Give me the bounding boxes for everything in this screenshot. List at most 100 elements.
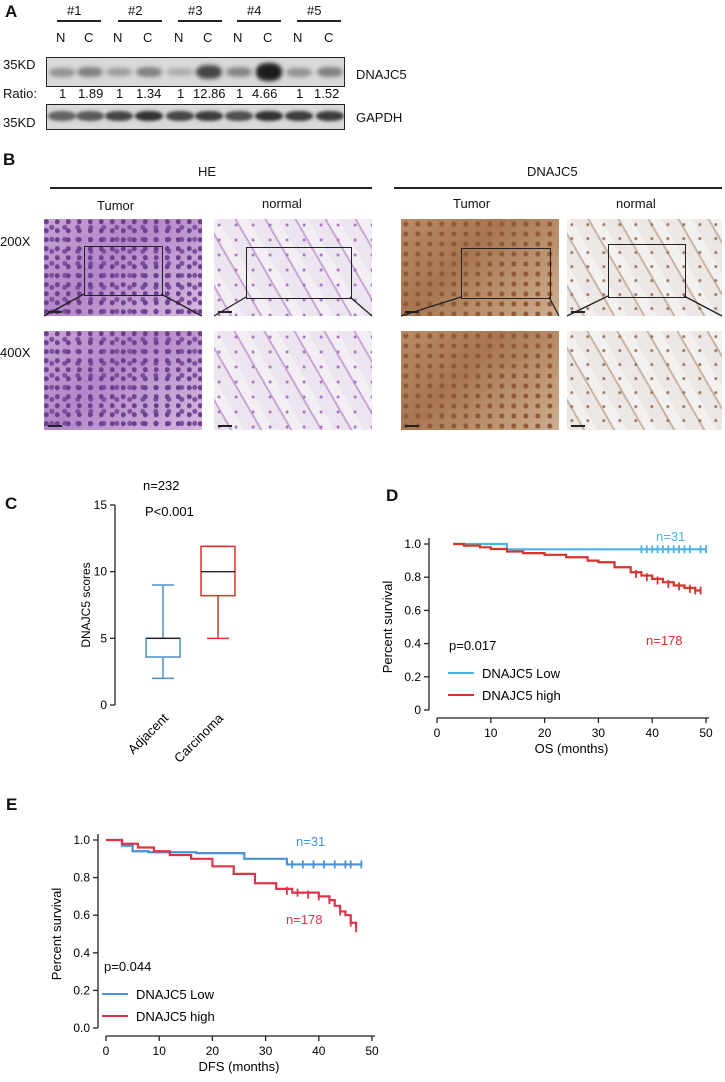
sample-label: #5 [307, 3, 322, 18]
ratio-value: 12.86 [193, 86, 226, 101]
sample-underline [237, 20, 281, 22]
band-gapdh [166, 111, 194, 121]
x-axis-label: DFS (months) [199, 1059, 280, 1074]
y-tick-label: 0.0 [73, 1021, 90, 1035]
y-axis-label: Percent survival [380, 581, 395, 674]
band-gapdh [195, 111, 223, 121]
row-label-200x: 200X [0, 234, 31, 249]
band-dnajc5 [77, 66, 103, 78]
y-tick-label: 0.8 [73, 871, 90, 885]
ratio-value: 1 [236, 86, 244, 101]
band-dnajc5 [256, 63, 282, 81]
y-tick-label: 0 [414, 703, 421, 717]
legend-label: DNAJC5 Low [136, 987, 215, 1002]
y-tick-label: 10 [94, 565, 108, 579]
band-gapdh [105, 111, 133, 121]
band-gapdh [255, 111, 283, 121]
lane-label: N [113, 30, 123, 45]
control-label: GAPDH [356, 110, 403, 125]
sample-label: #4 [247, 3, 262, 18]
lane-label: C [263, 30, 273, 45]
ratio-value: 4.66 [252, 86, 278, 101]
panel-c-letter: C [5, 494, 18, 513]
image-ihc-normal-400x [567, 331, 722, 430]
x-category-label: Carcinoma [171, 710, 227, 766]
y-tick-label: 0.2 [404, 670, 421, 684]
panel-e-letter: E [6, 795, 18, 814]
zoom-box-he-tumor [84, 246, 163, 296]
y-tick-label: 0.6 [404, 603, 421, 617]
legend-label: DNAJC5 high [136, 1009, 215, 1024]
x-tick-label: 30 [592, 726, 606, 740]
y-tick-label: 0 [100, 698, 107, 712]
x-tick-label: 50 [699, 726, 713, 740]
survival-curve-1 [453, 542, 701, 592]
col-label-he-tumor: Tumor [97, 198, 135, 213]
x-tick-label: 0 [434, 726, 441, 740]
x-tick-label: 40 [312, 1044, 326, 1058]
lane-label: C [203, 30, 213, 45]
col-label-ihc-normal: normal [616, 196, 656, 211]
panel-d-letter: D [386, 486, 399, 505]
n-label: n=31 [296, 834, 325, 849]
y-tick-label: 0.6 [73, 908, 90, 922]
marker-top: 35KD [3, 57, 36, 72]
band-gapdh [316, 111, 344, 121]
legend-label: DNAJC5 Low [482, 666, 561, 681]
x-axis-label: OS (months) [535, 741, 609, 756]
band-dnajc5 [49, 67, 75, 77]
row-label-400x: 400X [0, 345, 31, 360]
col-label-ihc-tumor: Tumor [453, 196, 491, 211]
band-dnajc5 [167, 68, 193, 76]
y-tick-label: 5 [100, 631, 107, 645]
lane-label: N [293, 30, 303, 45]
band-gapdh [76, 111, 104, 121]
x-tick-label: 10 [153, 1044, 167, 1058]
n-label: n=178 [286, 912, 323, 927]
x-tick-label: 30 [259, 1044, 273, 1058]
lane-label: N [56, 30, 66, 45]
sample-underline [57, 20, 101, 22]
x-tick-label: 50 [365, 1044, 379, 1058]
legend-label: DNAJC5 high [482, 688, 561, 703]
annotation-p: P<0.001 [145, 504, 194, 519]
target-label: DNAJC5 [356, 67, 407, 82]
lane-label: N [174, 30, 184, 45]
image-ihc-tumor-400x [401, 331, 559, 430]
lane-label: C [84, 30, 94, 45]
image-he-normal-400x [214, 331, 372, 430]
y-tick-label: 15 [94, 498, 108, 512]
band-gapdh [225, 111, 253, 121]
ratio-value: 1 [296, 86, 304, 101]
ratio-label: Ratio: [3, 86, 37, 101]
band-dnajc5 [226, 67, 252, 77]
band-dnajc5 [106, 67, 132, 77]
n-label: n=178 [646, 633, 683, 648]
zoom-connector-lines [43, 293, 723, 317]
image-ihc-tumor-200x [401, 219, 559, 316]
survival-curve-0 [106, 838, 362, 866]
panel-d-survival-plot: 0 0.2 0.4 0.6 0.8 1.0 0 10 20 30 40 50 OS (months) Pe… [380, 529, 713, 756]
x-tick-label: 0 [103, 1044, 110, 1058]
sample-label: #3 [188, 3, 203, 18]
image-ihc-normal-200x [567, 219, 722, 316]
ratio-value: 1.52 [314, 86, 340, 101]
zoom-box-ihc-tumor [461, 248, 551, 299]
y-tick-label: 0.2 [73, 983, 90, 997]
lane-label: C [143, 30, 153, 45]
box-iqr [145, 637, 181, 658]
y-tick-label: 1.0 [404, 537, 421, 551]
blot-gapdh [46, 104, 345, 130]
panel-b-letter: B [3, 150, 16, 169]
y-tick-label: 0.8 [404, 570, 421, 584]
annotation-n: n=232 [143, 478, 180, 493]
y-tick-label: 0.4 [73, 946, 90, 960]
p-value: p=0.044 [104, 959, 151, 974]
sample-underline [178, 20, 222, 22]
zoom-box-he-normal [246, 247, 352, 299]
lane-label: N [233, 30, 243, 45]
panel-a-letter: A [5, 2, 18, 21]
ratio-value: 1 [177, 86, 185, 101]
image-he-tumor-200x [44, 219, 202, 316]
ratio-value: 1.89 [78, 86, 104, 101]
